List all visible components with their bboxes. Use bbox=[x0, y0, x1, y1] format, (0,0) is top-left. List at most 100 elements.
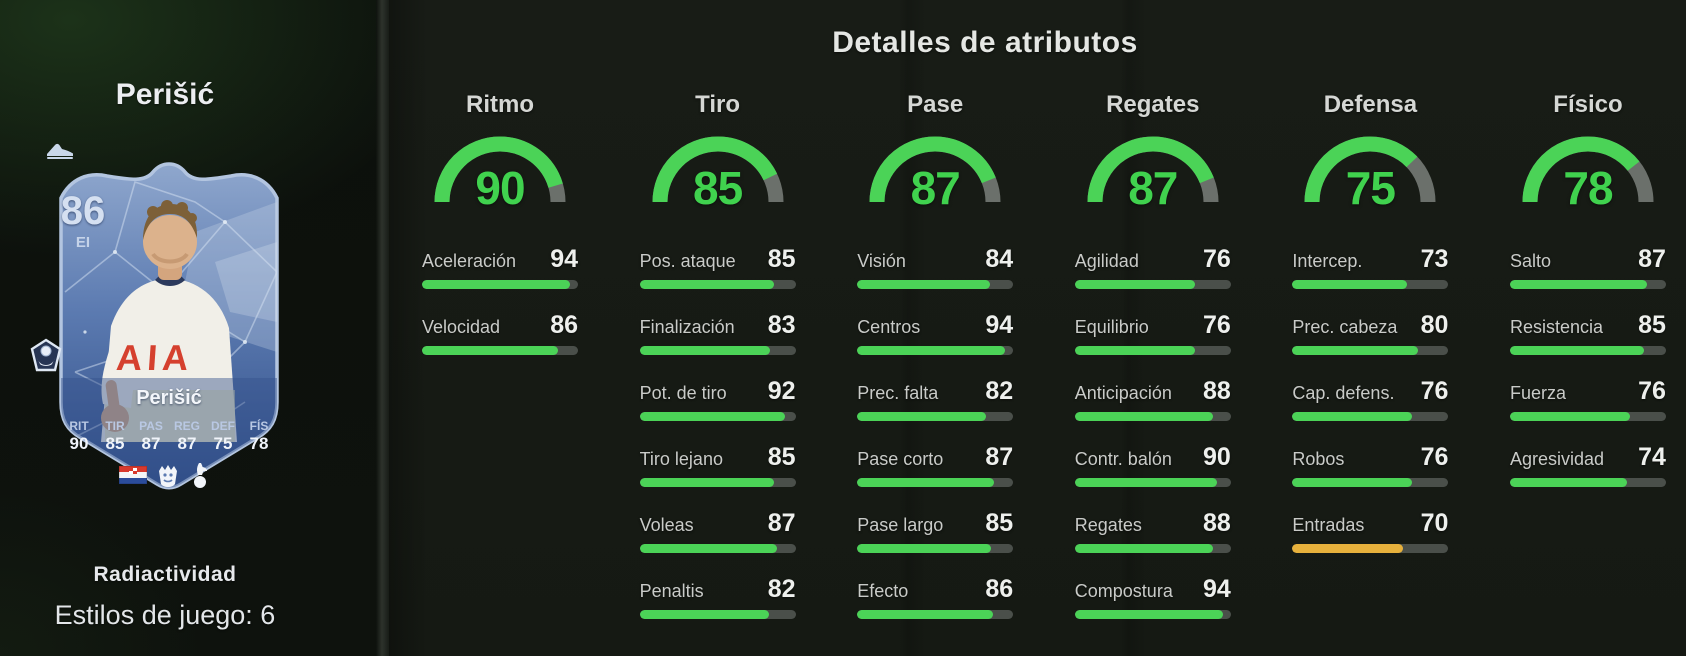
stat-row: Resistencia 85 bbox=[1509, 313, 1666, 357]
stat-label: Pase largo bbox=[857, 515, 944, 535]
stat-value: 76 bbox=[1638, 377, 1666, 405]
stat-label: Equilibrio bbox=[1074, 317, 1149, 337]
stat-row: Contr. balón 90 bbox=[1074, 445, 1231, 489]
attribute-column-title: Regates bbox=[1106, 91, 1200, 118]
stat-bar-fill bbox=[639, 544, 777, 553]
chemistry-style-label: Radiactividad bbox=[93, 563, 237, 586]
stat-row-text: Penaltis 82 bbox=[640, 577, 796, 602]
stat-label: Contr. balón bbox=[1074, 449, 1172, 469]
stat-row-text: Entradas 70 bbox=[1292, 511, 1448, 536]
mini-stat-label: RIT bbox=[69, 419, 89, 433]
stat-value: 88 bbox=[1202, 509, 1231, 537]
stat-bar-fill bbox=[422, 280, 571, 289]
stat-label: Intercep. bbox=[1292, 251, 1363, 271]
stat-value: 87 bbox=[767, 509, 796, 537]
stat-bar bbox=[422, 346, 578, 355]
stat-row-text: Aceleración 94 bbox=[422, 247, 578, 272]
attribute-gauge-value: 75 bbox=[1345, 162, 1396, 214]
stat-label: Penaltis bbox=[639, 581, 704, 601]
attribute-column-title: Físico bbox=[1553, 91, 1623, 118]
attribute-gauge: 85 bbox=[650, 134, 786, 214]
stat-label: Resistencia bbox=[1509, 317, 1604, 337]
stat-bar-fill bbox=[857, 478, 995, 487]
stat-row-text: Intercep. 73 bbox=[1292, 247, 1448, 272]
stat-row: Anticipación 88 bbox=[1074, 379, 1231, 423]
stat-bar bbox=[1292, 412, 1449, 421]
stat-bar bbox=[857, 280, 1014, 289]
mini-stat-label: TIR bbox=[105, 419, 125, 433]
stat-bar bbox=[422, 280, 578, 289]
attribute-column-title: Tiro bbox=[695, 91, 741, 118]
mini-stat: REG 87 bbox=[169, 420, 205, 454]
stat-bar-fill bbox=[1074, 346, 1195, 355]
stat-value: 82 bbox=[767, 575, 796, 603]
stat-row: Robos 76 bbox=[1292, 445, 1449, 489]
stat-value: 84 bbox=[985, 245, 1014, 273]
stat-label: Entradas bbox=[1292, 515, 1365, 535]
stat-bar bbox=[639, 412, 796, 421]
stat-bar-fill bbox=[1509, 280, 1648, 289]
stat-bar bbox=[1509, 478, 1666, 487]
attribute-stat-list: Visión 84 Centros 94 Prec. falta 82 Pase corto… bbox=[857, 247, 1014, 621]
stat-bar-fill bbox=[639, 610, 769, 619]
stat-value: 87 bbox=[1638, 245, 1666, 273]
stat-bar bbox=[857, 478, 1014, 487]
stat-row-text: Pot. de tiro 92 bbox=[640, 379, 796, 404]
attribute-gauge-value: 78 bbox=[1563, 162, 1613, 214]
stat-bar-fill bbox=[857, 280, 990, 289]
stat-row: Pase corto 87 bbox=[857, 445, 1014, 489]
attribute-columns: Ritmo 90 Aceleración 94 Velocidad 86 Tiro 85 Pos… bbox=[422, 90, 1666, 643]
stat-value: 85 bbox=[767, 443, 796, 471]
stat-row: Visión 84 bbox=[857, 247, 1014, 291]
playstyles-count-label: Estilos de juego: 6 bbox=[54, 600, 276, 630]
stat-row-text: Fuerza 76 bbox=[1510, 379, 1666, 404]
stat-value: 88 bbox=[1202, 377, 1231, 405]
card-rating: 86 bbox=[60, 189, 106, 233]
croatia-flag-icon bbox=[119, 466, 147, 484]
stat-row: Salto 87 bbox=[1509, 247, 1666, 291]
stat-bar bbox=[857, 610, 1014, 619]
stat-row: Pot. de tiro 92 bbox=[639, 379, 796, 423]
stat-row: Pase largo 85 bbox=[857, 511, 1014, 555]
stat-row: Pos. ataque 85 bbox=[639, 247, 796, 291]
stat-value: 73 bbox=[1420, 245, 1449, 273]
stat-value: 94 bbox=[550, 245, 578, 273]
attribute-gauge: 87 bbox=[1085, 134, 1221, 214]
stat-bar bbox=[1074, 412, 1231, 421]
stat-row-text: Pase largo 85 bbox=[857, 511, 1013, 536]
mini-stat-value: 87 bbox=[177, 434, 197, 453]
stat-label: Efecto bbox=[857, 581, 909, 601]
playstyle-plus-badge-icon[interactable] bbox=[30, 338, 62, 374]
attribute-gauge-value: 85 bbox=[693, 162, 743, 214]
panel-divider bbox=[376, 0, 389, 656]
attribute-gauge-value: 87 bbox=[1128, 162, 1178, 214]
stat-row: Equilibrio 76 bbox=[1074, 313, 1231, 357]
stat-row: Cap. defens. 76 bbox=[1292, 379, 1449, 423]
stat-value: 94 bbox=[1202, 575, 1231, 603]
stat-bar-fill bbox=[639, 412, 785, 421]
stat-label: Centros bbox=[857, 317, 921, 337]
stat-bar bbox=[1292, 478, 1449, 487]
stat-row: Finalización 83 bbox=[639, 313, 796, 357]
stat-bar-fill bbox=[857, 610, 993, 619]
attribute-column-title: Defensa bbox=[1323, 91, 1418, 118]
attribute-gauge-value: 90 bbox=[475, 162, 525, 214]
stat-bar bbox=[639, 478, 796, 487]
mini-stat: TIR 85 bbox=[97, 420, 133, 454]
gauge-arc bbox=[1087, 136, 1219, 203]
stat-row-text: Visión 84 bbox=[857, 247, 1013, 272]
stat-label: Pot. de tiro bbox=[639, 383, 727, 403]
stat-bar bbox=[1074, 280, 1231, 289]
stat-row-text: Agresividad 74 bbox=[1510, 445, 1666, 470]
player-card[interactable]: AIA 86 EI Perišić RIT 90 TIR 85 PAS bbox=[45, 142, 293, 500]
stat-row-text: Regates 88 bbox=[1075, 511, 1231, 536]
stat-bar bbox=[1292, 346, 1449, 355]
stat-label: Prec. cabeza bbox=[1292, 317, 1398, 337]
stat-row-text: Anticipación 88 bbox=[1075, 379, 1231, 404]
stat-row-text: Finalización 83 bbox=[640, 313, 796, 338]
stat-row-text: Centros 94 bbox=[857, 313, 1013, 338]
stat-bar bbox=[1074, 610, 1231, 619]
stat-row-text: Salto 87 bbox=[1510, 247, 1666, 272]
stat-bar bbox=[1509, 346, 1666, 355]
gauge-arc bbox=[1522, 136, 1654, 203]
